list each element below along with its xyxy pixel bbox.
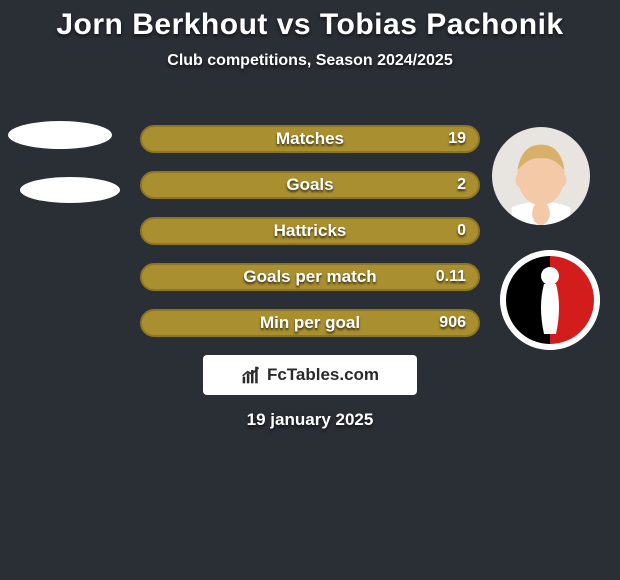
stat-bar-row: Goals2: [140, 171, 480, 199]
date-caption: 19 january 2025: [0, 410, 620, 430]
brand-text: FcTables.com: [267, 365, 379, 385]
stat-bar-value: 0: [457, 217, 466, 245]
club-badge-icon: [500, 250, 600, 350]
stat-bar-label: Goals per match: [140, 263, 480, 291]
brand-box: FcTables.com: [203, 355, 417, 395]
stat-bar-row: Matches19: [140, 125, 480, 153]
avatar-icon: [492, 127, 590, 225]
page-title: Jorn Berkhout vs Tobias Pachonik: [0, 0, 620, 42]
brand-chart-icon: [241, 365, 261, 385]
badge-figure: [541, 284, 559, 334]
stat-bar-value: 0.11: [436, 263, 466, 291]
stat-bar-label: Hattricks: [140, 217, 480, 245]
avatar-ear-right: [559, 173, 567, 187]
stat-bar-label: Matches: [140, 125, 480, 153]
stat-bar-row: Min per goal906: [140, 309, 480, 337]
stat-bar-value: 19: [448, 125, 466, 153]
subtitle: Club competitions, Season 2024/2025: [0, 52, 620, 70]
stat-bar-row: Goals per match0.11: [140, 263, 480, 291]
stat-bar-row: Hattricks0: [140, 217, 480, 245]
avatar-ear-left: [516, 173, 524, 187]
player-right-avatar: [492, 127, 590, 225]
stat-bar-value: 2: [457, 171, 466, 199]
club-right-badge: [500, 250, 600, 350]
stat-bar-label: Min per goal: [140, 309, 480, 337]
player-left-avatar: [8, 121, 112, 149]
badge-ball: [541, 267, 559, 285]
stats-bars: Matches19 Goals2 Hattricks0 Goals per match…: [140, 125, 480, 355]
stat-bar-label: Goals: [140, 171, 480, 199]
stat-bar-value: 906: [439, 309, 466, 337]
club-left-badge: [20, 177, 120, 203]
